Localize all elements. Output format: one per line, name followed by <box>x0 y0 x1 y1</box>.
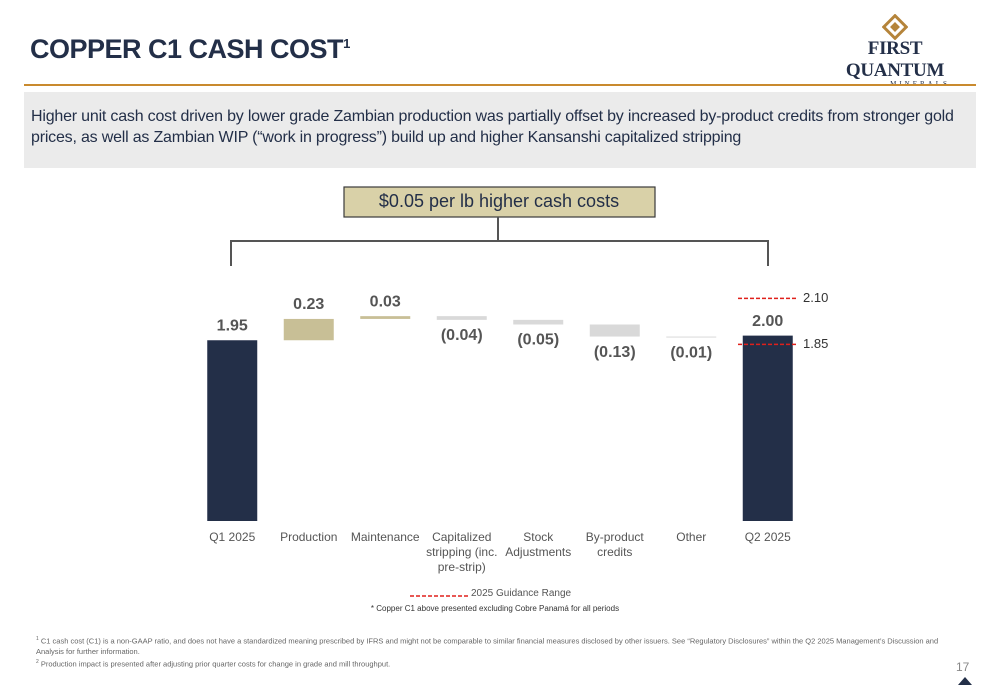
x-tick-label: Capitalized stripping (inc. pre-strip) <box>426 530 498 574</box>
value-label: (0.13) <box>594 344 636 361</box>
value-label: (0.01) <box>670 345 712 362</box>
slide-title: COPPER C1 CASH COST1 <box>30 34 350 65</box>
value-label: 0.03 <box>370 293 401 310</box>
x-tick-label: Production <box>280 530 338 544</box>
bar <box>589 324 640 337</box>
footnote-marker: 2 <box>36 658 39 665</box>
x-tick-label: Maintenance <box>350 530 420 544</box>
x-tick-label: By-product credits <box>585 530 644 559</box>
logo-name: FIRST QUANTUM <box>845 38 945 81</box>
value-label: 2.00 <box>752 313 783 330</box>
title-rule <box>24 84 976 86</box>
footnote-marker: 1 <box>36 636 39 642</box>
bar <box>742 335 793 521</box>
title-footnote-marker: 1 <box>343 36 350 51</box>
annotation-box <box>343 186 656 218</box>
annotation-bracket <box>230 217 769 266</box>
bar <box>207 340 258 521</box>
bar <box>513 319 564 325</box>
guidance-label: 2.10 <box>803 290 828 305</box>
nav-arrow[interactable] <box>958 676 972 685</box>
page-number: 17 <box>956 660 970 674</box>
logo-mark <box>882 14 908 40</box>
bar <box>360 316 411 319</box>
bar <box>666 336 717 338</box>
annotation-text: $0.05 per lb higher cash costs <box>379 191 619 211</box>
footnote: 2 Production impact is presented after a… <box>36 657 966 670</box>
bar <box>436 316 487 320</box>
chart-note: * Copper C1 above presented excluding Co… <box>370 604 620 613</box>
x-tick-label: Other <box>676 530 707 544</box>
title-text: COPPER C1 CASH COST <box>30 34 344 64</box>
value-label: 0.23 <box>293 296 324 313</box>
footnote-text: Production impact is presented after adj… <box>40 659 391 668</box>
summary-box: Higher unit cash cost driven by lower gr… <box>24 92 976 168</box>
value-label: (0.05) <box>517 332 559 349</box>
footnotes: 1 C1 cash cost (C1) is a non-GAAP ratio,… <box>36 634 966 669</box>
x-tick-label: Q2 2025 <box>744 530 791 544</box>
x-tick-label: Stock Adjustments <box>505 530 572 559</box>
value-label: (0.04) <box>441 327 483 344</box>
bar <box>283 318 334 341</box>
footnote-text: C1 cash cost (C1) is a non-GAAP ratio, a… <box>36 636 939 656</box>
value-label: 1.95 <box>217 317 248 334</box>
legend-label: 2025 Guidance Range <box>471 588 572 599</box>
x-tick-label: Q1 2025 <box>209 530 256 544</box>
footnote: 1 C1 cash cost (C1) is a non-GAAP ratio,… <box>36 634 966 657</box>
guidance-label: 1.85 <box>803 336 828 351</box>
